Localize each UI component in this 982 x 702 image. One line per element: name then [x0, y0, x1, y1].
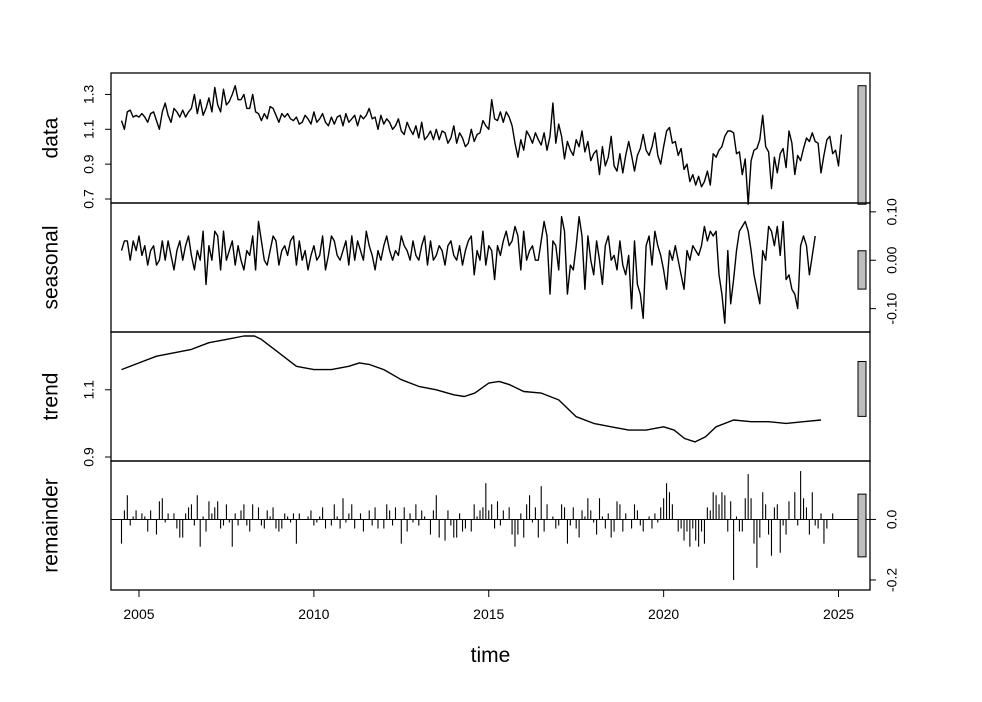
xtick-label: 2020: [648, 606, 679, 622]
panel-label-trend: trend: [40, 373, 63, 421]
ytick-label-remainder: -0.2: [884, 568, 900, 592]
ytick-label-trend: 1.1: [81, 380, 97, 400]
range-bar-remainder: [857, 493, 867, 558]
xtick-label: 2025: [823, 606, 854, 622]
ytick-label-data: 1.3: [81, 84, 97, 104]
ytick-label-seasonal: 0.10: [884, 198, 900, 225]
xtick-label: 2005: [123, 606, 154, 622]
ytick-label-data: 1.1: [81, 119, 97, 139]
panel-label-seasonal: seasonal: [40, 225, 63, 309]
xtick-label: 2010: [298, 606, 329, 622]
series-line-trend: [121, 335, 822, 443]
panel-frame-remainder: [110, 460, 871, 591]
panel-frame-trend: [110, 331, 871, 462]
panel-seasonal: seasonal -0.10 0.00 0.10: [40, 198, 900, 333]
ytick-label-remainder: 0.0: [884, 510, 900, 530]
panel-frame-seasonal: [110, 202, 871, 333]
ytick-label-seasonal: 0.00: [884, 246, 900, 273]
panel-trend: trend 0.9 1.1: [40, 331, 871, 467]
x-axis-label: time: [471, 644, 511, 667]
range-bar-trend: [857, 360, 867, 417]
panel-label-remainder: remainder: [40, 478, 63, 573]
ytick-label-data: 0.7: [81, 189, 97, 209]
panel-remainder: remainder -0.2 0.0: [40, 460, 900, 592]
series-line-seasonal: [120, 216, 816, 324]
range-bar-seasonal: [857, 250, 867, 290]
panel-data: data 0.7 0.9 1.1 1.3: [40, 72, 871, 209]
xtick-label: 2015: [473, 606, 504, 622]
ytick-label-data: 0.9: [81, 154, 97, 174]
range-bar-data: [857, 85, 867, 205]
panel-frame-data: [110, 72, 871, 204]
ytick-label-trend: 0.9: [81, 447, 97, 467]
series-line-data: [120, 85, 843, 205]
panel-label-data: data: [40, 117, 63, 158]
ytick-label-seasonal: -0.10: [884, 292, 900, 324]
